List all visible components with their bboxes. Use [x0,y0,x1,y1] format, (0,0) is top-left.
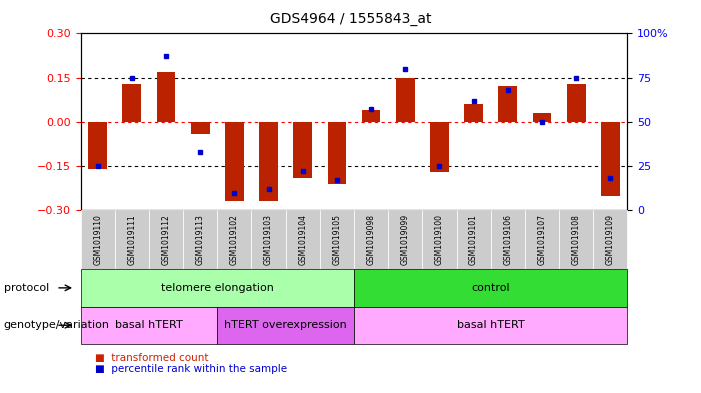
Text: hTERT overexpression: hTERT overexpression [224,320,347,330]
Bar [601,122,620,195]
Bar [225,122,244,201]
Text: GSM1019109: GSM1019109 [606,214,615,265]
Bar [191,122,210,134]
Bar [533,113,552,122]
Bar [293,122,312,178]
Bar [156,72,175,122]
Text: GSM1019102: GSM1019102 [230,214,239,265]
Bar [498,86,517,122]
Text: protocol: protocol [4,283,49,293]
Text: GSM1019108: GSM1019108 [571,214,580,265]
Text: GSM1019107: GSM1019107 [538,214,547,265]
Bar [396,77,415,122]
Text: GSM1019098: GSM1019098 [367,214,376,265]
Bar [566,83,585,122]
Bar [327,122,346,184]
Text: genotype/variation: genotype/variation [4,320,109,330]
Text: basal hTERT: basal hTERT [115,320,183,330]
Text: GSM1019112: GSM1019112 [161,214,170,265]
Text: GSM1019111: GSM1019111 [128,214,137,265]
Text: GDS4964 / 1555843_at: GDS4964 / 1555843_at [270,12,431,26]
Text: GSM1019100: GSM1019100 [435,214,444,265]
Text: basal hTERT: basal hTERT [457,320,524,330]
Bar [430,122,449,172]
Text: GSM1019104: GSM1019104 [298,214,307,265]
Text: ■  transformed count: ■ transformed count [95,353,208,363]
Bar [464,104,483,122]
Bar [123,83,142,122]
Text: GSM1019101: GSM1019101 [469,214,478,265]
Text: GSM1019106: GSM1019106 [503,214,512,265]
Text: GSM1019103: GSM1019103 [264,214,273,265]
Text: telomere elongation: telomere elongation [161,283,274,293]
Text: GSM1019099: GSM1019099 [401,214,410,265]
Text: GSM1019113: GSM1019113 [196,214,205,265]
Bar [259,122,278,201]
Bar [88,122,107,169]
Text: control: control [471,283,510,293]
Bar [362,110,381,122]
Text: GSM1019110: GSM1019110 [93,214,102,265]
Text: ■  percentile rank within the sample: ■ percentile rank within the sample [95,364,287,375]
Text: GSM1019105: GSM1019105 [332,214,341,265]
